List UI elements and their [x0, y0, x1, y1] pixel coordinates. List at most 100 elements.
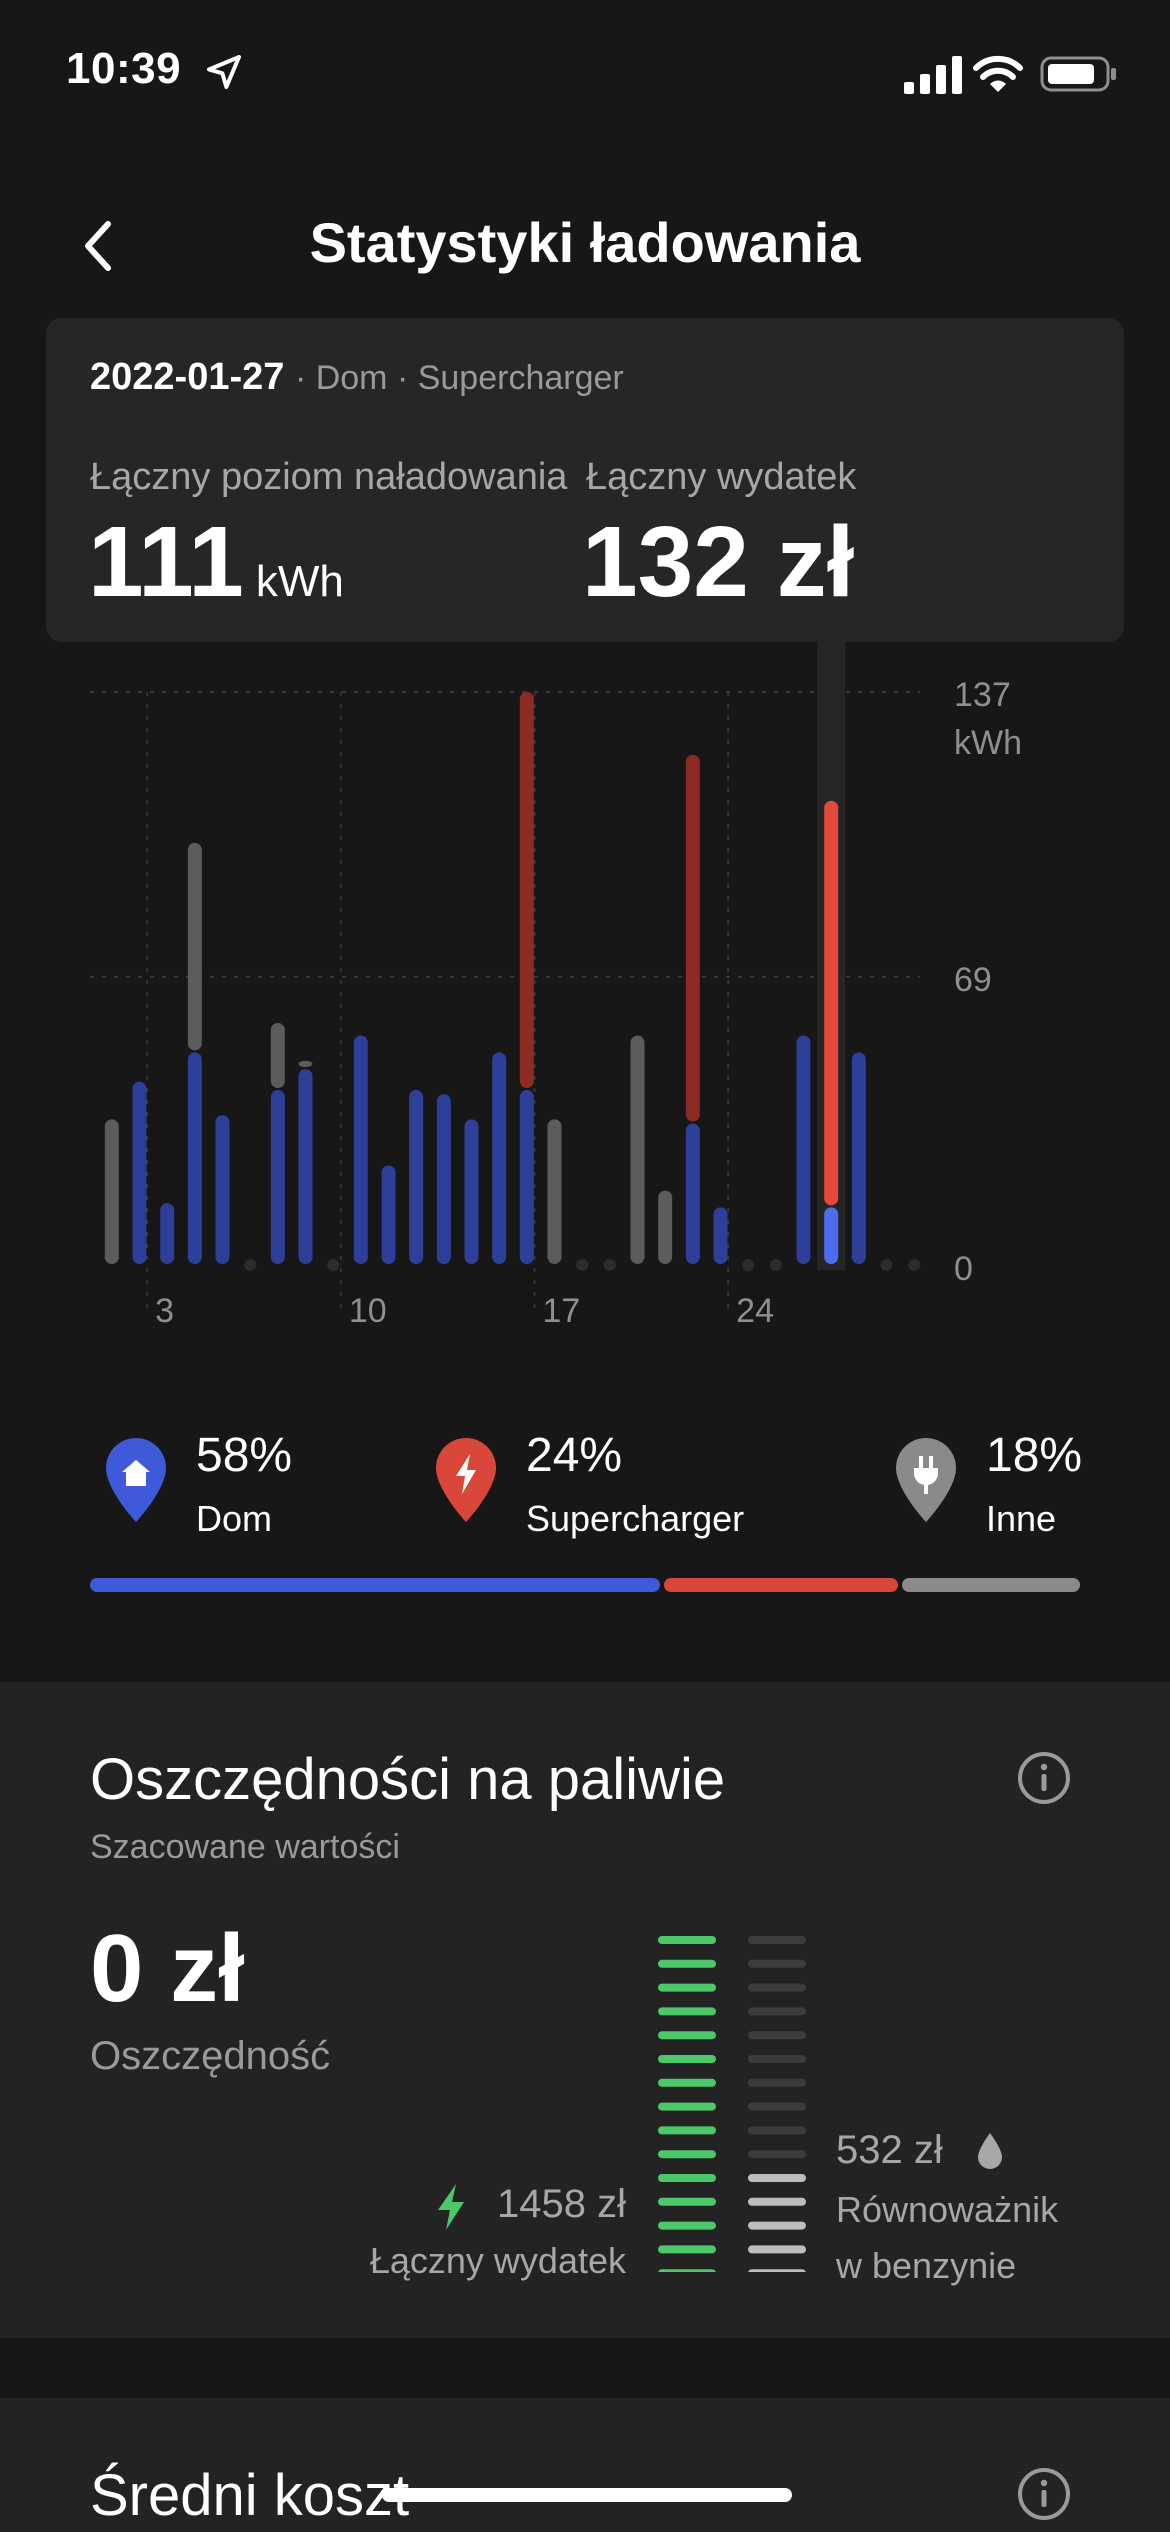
chart-bar-segment-dom [824, 1207, 839, 1264]
x-tick-label: 10 [349, 1292, 387, 1330]
chart-bar-segment-dom [381, 1165, 396, 1264]
savings-info-icon[interactable] [1016, 1750, 1072, 1806]
electric-meter-tick [658, 1983, 716, 1992]
chart-bar-day-26[interactable] [796, 1035, 811, 1264]
gasoline-meter-tick [748, 2174, 806, 2182]
chart-bar-day-7[interactable] [270, 1022, 285, 1264]
gasoline-meter-tick [748, 2078, 806, 2087]
chart-bar-day-16[interactable] [519, 692, 534, 1264]
gasoline-meter-tick [748, 2221, 806, 2230]
chart-bar-day-15[interactable] [492, 1052, 507, 1264]
electric-meter-tick [658, 2174, 716, 2182]
y-unit-label: kWh [954, 724, 1022, 762]
chart-empty-day-dot [742, 1259, 755, 1271]
chart-bar-day-22[interactable] [685, 754, 700, 1264]
chart-bar-segment-dom [160, 1203, 175, 1264]
chart-bar-segment-dom [796, 1035, 811, 1264]
chart-bar-segment-inne [187, 842, 202, 1051]
chart-bar-segment-inne [270, 1022, 285, 1089]
electric-meter-tick [658, 2245, 716, 2254]
chart-bar-day-17[interactable] [547, 1119, 562, 1264]
chart-empty-day-dot [880, 1259, 893, 1271]
chart-bar-segment-dom [519, 1090, 534, 1264]
chart-bar-day-5[interactable] [215, 1115, 230, 1264]
chart-bar-day-13[interactable] [436, 1094, 451, 1264]
status-time: 10:39 [66, 44, 182, 93]
chart-bar-day-8[interactable] [298, 1060, 313, 1264]
electric-meter-tick [658, 2126, 716, 2135]
total-energy-number: 111 [88, 506, 244, 618]
legend-percent: 24% [526, 1429, 623, 1482]
gasoline-equivalent-line2: w benzynie [836, 2245, 1017, 2286]
chart-bar-day-1[interactable] [104, 1119, 119, 1264]
average-cost-section: Średni koszt [0, 2398, 1170, 2532]
summary-date: 2022-01-27 [90, 356, 285, 398]
average-cost-info-icon[interactable] [1016, 2466, 1072, 2522]
electric-cost-meter [658, 1936, 716, 2272]
chart-bar-segment-dom [436, 1094, 451, 1264]
chart-bar-segment-dom [492, 1052, 507, 1264]
gasoline-meter-tick [748, 2150, 806, 2159]
chart-bar-segment-inne [298, 1060, 313, 1068]
fuel-drop-icon [978, 2133, 1002, 2169]
supercharger-pin-icon [436, 1438, 496, 1522]
electric-meter-tick [658, 2102, 716, 2111]
electric-meter-tick [658, 2007, 716, 2016]
summary-sources: · Dom · Supercharger [294, 359, 624, 397]
total-energy-label: Łączny poziom naładowania [90, 456, 568, 498]
chart-bar-segment-supercharger [685, 754, 700, 1122]
savings-value: 0 zł [90, 1915, 245, 2022]
daily-charging-chart[interactable]: 0 69 137 kWh 3 10 17 24 [0, 640, 1170, 1340]
chart-bar-day-23[interactable] [713, 1207, 728, 1264]
chart-bar-segment-inne [104, 1119, 119, 1264]
total-cost-label: Łączny wydatek [586, 456, 857, 498]
chart-bar-day-10[interactable] [353, 1035, 368, 1264]
share-segment-dom [90, 1578, 661, 1592]
gasoline-meter-tick [748, 2007, 806, 2016]
chart-bar-segment-dom [464, 1119, 479, 1264]
total-cost-value: 132 zł [582, 506, 855, 618]
chart-bar-day-27[interactable] [824, 800, 839, 1264]
chart-bar-day-14[interactable] [464, 1119, 479, 1264]
chart-bar-segment-dom [353, 1035, 368, 1264]
cellular-signal-icon [904, 56, 962, 94]
chart-bar-segment-inne [658, 1190, 673, 1264]
chart-empty-day-dot [603, 1259, 616, 1271]
summary-date-line: 2022-01-27 · Dom · Supercharger [90, 356, 624, 399]
electric-meter-tick [658, 2150, 716, 2159]
gasoline-meter-tick [748, 2102, 806, 2111]
chart-bar-day-2[interactable] [132, 1081, 147, 1264]
chart-bar-segment-supercharger [519, 692, 534, 1089]
chart-empty-day-dot [576, 1259, 589, 1271]
charging-share-bar [90, 1578, 1080, 1592]
back-chevron-icon[interactable] [78, 218, 118, 274]
legend-percent: 18% [986, 1429, 1083, 1482]
y-tick-label: 69 [954, 961, 992, 999]
lightning-icon [438, 2184, 464, 2230]
chart-bar-segment-dom [132, 1081, 147, 1264]
electric-meter-tick [658, 2078, 716, 2087]
chart-bar-day-3[interactable] [160, 1203, 175, 1264]
home-indicator[interactable] [382, 2488, 792, 2502]
gasoline-meter-tick [748, 2031, 806, 2040]
electric-meter-tick [658, 2031, 716, 2040]
location-arrow-icon [207, 55, 241, 89]
chart-bar-day-21[interactable] [658, 1190, 673, 1264]
chart-bar-day-28[interactable] [851, 1052, 866, 1264]
chart-bar-segment-dom [851, 1052, 866, 1264]
y-tick-label: 137 [954, 676, 1011, 714]
gasoline-meter-tick [748, 2245, 806, 2254]
chart-bar-day-4[interactable] [187, 842, 202, 1264]
chart-bar-day-11[interactable] [381, 1165, 396, 1264]
gasoline-equivalent-line1: Równoważnik [836, 2189, 1059, 2230]
chart-empty-day-dot [908, 1259, 921, 1271]
y-tick-label: 0 [954, 1250, 973, 1288]
gasoline-meter-tick [748, 1959, 806, 1968]
savings-title: Oszczędności na paliwie [90, 1747, 726, 1812]
chart-bar-day-20[interactable] [630, 1035, 645, 1264]
gasoline-meter-tick [748, 2197, 806, 2206]
chart-bar-day-12[interactable] [409, 1090, 424, 1264]
electric-meter-tick [658, 2197, 716, 2206]
electric-meter-tick [658, 2055, 716, 2063]
electric-spend-label: Łączny wydatek [369, 2240, 626, 2281]
